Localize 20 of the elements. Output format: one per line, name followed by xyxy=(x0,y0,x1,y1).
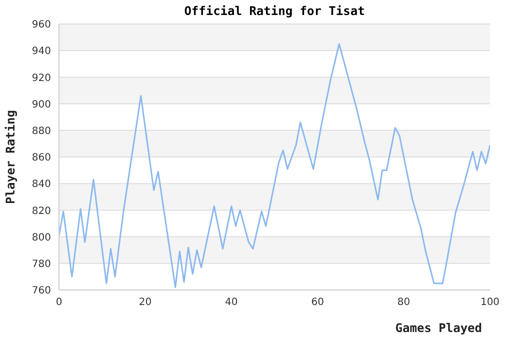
y-tick-label: 780 xyxy=(32,258,51,270)
y-tick-label: 940 xyxy=(32,46,51,58)
y-tick-label: 760 xyxy=(32,286,51,297)
y-axis-title: Player Rating xyxy=(3,110,18,204)
x-tick-label: 100 xyxy=(480,297,500,308)
x-axis-title: Games Played xyxy=(395,321,482,335)
chart-title: Official Rating for Tisat xyxy=(183,4,366,18)
x-tick-label: 80 xyxy=(397,297,410,308)
y-tick-label: 840 xyxy=(32,179,51,190)
x-tick-label: 60 xyxy=(311,297,324,308)
y-tick-label: 960 xyxy=(32,20,51,31)
y-tick-label: 800 xyxy=(32,232,51,244)
y-tick-label: 880 xyxy=(32,126,51,137)
x-tick-label: 0 xyxy=(56,297,62,308)
x-tick-label: 40 xyxy=(225,297,238,308)
y-tick-label: 900 xyxy=(32,99,51,110)
y-tick-label: 820 xyxy=(32,206,51,217)
x-tick-label: 20 xyxy=(138,297,152,308)
y-tick-label: 860 xyxy=(32,152,51,164)
y-tick-label: 920 xyxy=(32,72,51,84)
